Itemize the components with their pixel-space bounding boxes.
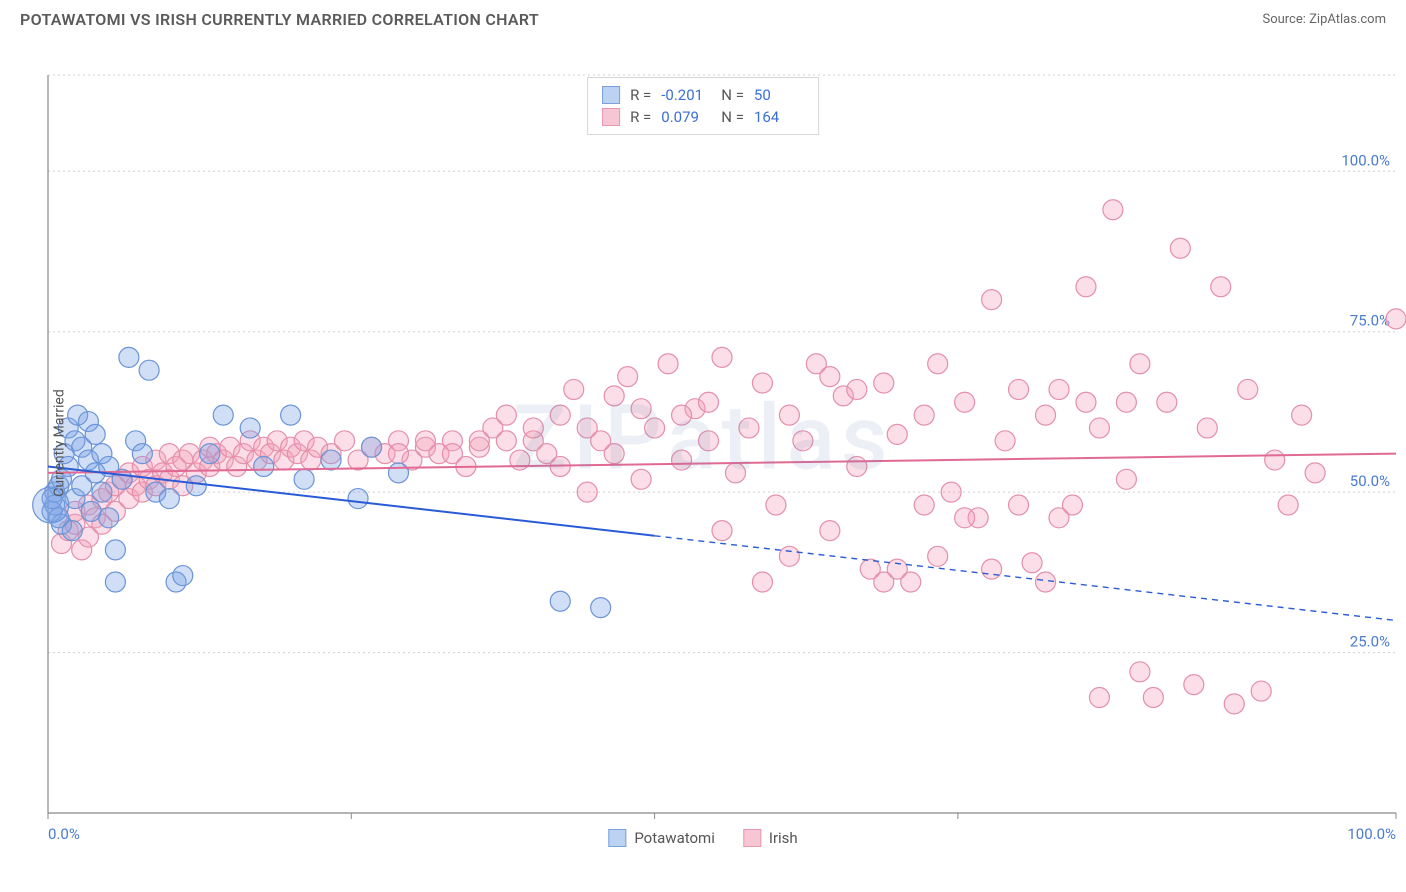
- legend-label: Potawatomi: [634, 829, 715, 847]
- swatch-irish: [743, 829, 761, 847]
- svg-text:100.0%: 100.0%: [1347, 825, 1396, 843]
- scatter-chart: 25.0% 50.0% 75.0% 100.0% 0.0% 100.0%: [0, 33, 1406, 853]
- n-label: N =: [721, 106, 744, 128]
- legend-item-potawatomi: Potawatomi: [608, 829, 715, 847]
- chart-source: Source: ZipAtlas.com: [1262, 12, 1386, 27]
- chart-container: Currently Married ZIPatlas 25.0%50.0%75.…: [0, 33, 1406, 853]
- swatch-potawatomi: [602, 86, 620, 104]
- n-value: 164: [754, 106, 804, 128]
- r-label: R =: [630, 84, 651, 106]
- y-axis-label: Currently Married: [52, 389, 68, 496]
- svg-text:100.0%: 100.0%: [1341, 151, 1390, 169]
- svg-text:0.0%: 0.0%: [48, 825, 80, 843]
- legend-item-irish: Irish: [743, 829, 798, 847]
- stats-row-irish: R = 0.079 N = 164: [602, 106, 804, 128]
- swatch-irish: [602, 108, 620, 126]
- stats-legend: R = -0.201 N = 50 R = 0.079 N = 164: [587, 77, 819, 135]
- r-value: 0.079: [661, 106, 711, 128]
- stats-row-potawatomi: R = -0.201 N = 50: [602, 84, 804, 106]
- n-value: 50: [754, 84, 804, 106]
- swatch-potawatomi: [608, 829, 626, 847]
- svg-text:25.0%: 25.0%: [1350, 633, 1390, 651]
- svg-text:75.0%: 75.0%: [1350, 312, 1390, 330]
- r-value: -0.201: [661, 84, 711, 106]
- r-label: R =: [630, 106, 651, 128]
- legend-label: Irish: [769, 829, 798, 847]
- svg-text:50.0%: 50.0%: [1350, 472, 1390, 490]
- n-label: N =: [721, 84, 744, 106]
- chart-header: POTAWATOMI VS IRISH CURRENTLY MARRIED CO…: [0, 0, 1406, 33]
- bottom-legend: Potawatomi Irish: [608, 829, 797, 847]
- chart-title: POTAWATOMI VS IRISH CURRENTLY MARRIED CO…: [20, 10, 539, 29]
